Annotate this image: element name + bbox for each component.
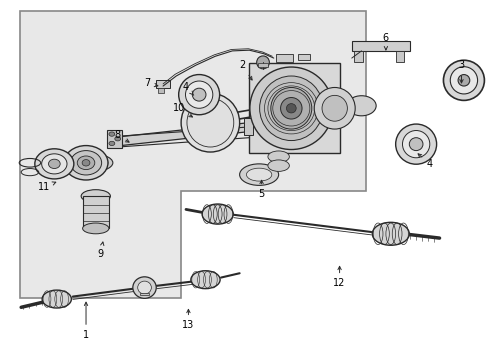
Bar xyxy=(351,41,409,51)
Bar xyxy=(298,54,310,60)
Ellipse shape xyxy=(202,204,233,224)
Bar xyxy=(249,63,339,153)
Text: 7: 7 xyxy=(143,78,158,88)
Ellipse shape xyxy=(192,88,205,101)
Text: 8: 8 xyxy=(114,130,129,142)
Text: 11: 11 xyxy=(38,182,56,192)
Ellipse shape xyxy=(138,281,151,294)
Bar xyxy=(276,54,293,62)
Ellipse shape xyxy=(81,190,110,203)
Ellipse shape xyxy=(249,67,332,149)
Text: 10: 10 xyxy=(172,103,192,117)
Ellipse shape xyxy=(286,104,296,113)
Bar xyxy=(158,88,163,93)
Text: 9: 9 xyxy=(98,242,103,258)
Bar xyxy=(140,293,149,296)
Bar xyxy=(353,51,362,62)
Ellipse shape xyxy=(109,141,115,145)
Polygon shape xyxy=(118,123,249,146)
Ellipse shape xyxy=(64,145,108,180)
Ellipse shape xyxy=(346,96,375,116)
Ellipse shape xyxy=(457,75,469,86)
Ellipse shape xyxy=(259,76,323,140)
Text: 12: 12 xyxy=(333,266,345,288)
Ellipse shape xyxy=(371,222,408,245)
Ellipse shape xyxy=(48,159,60,168)
Ellipse shape xyxy=(449,67,477,94)
Ellipse shape xyxy=(178,75,219,115)
Ellipse shape xyxy=(256,56,269,69)
Ellipse shape xyxy=(70,150,102,175)
Ellipse shape xyxy=(190,271,220,289)
Text: 4: 4 xyxy=(417,154,432,169)
Ellipse shape xyxy=(109,132,115,136)
Text: 2: 2 xyxy=(239,60,251,80)
Bar xyxy=(156,80,170,88)
Text: 1: 1 xyxy=(83,302,89,340)
Text: 6: 6 xyxy=(382,33,388,50)
Ellipse shape xyxy=(82,223,109,234)
Ellipse shape xyxy=(267,160,289,171)
Ellipse shape xyxy=(133,277,156,298)
Ellipse shape xyxy=(280,98,302,119)
Ellipse shape xyxy=(115,136,121,141)
Text: 3: 3 xyxy=(457,60,464,83)
Ellipse shape xyxy=(408,138,422,150)
Ellipse shape xyxy=(443,60,484,100)
Ellipse shape xyxy=(270,87,311,129)
Bar xyxy=(258,63,267,67)
Polygon shape xyxy=(107,130,122,148)
Ellipse shape xyxy=(82,159,90,166)
Polygon shape xyxy=(82,196,109,228)
Ellipse shape xyxy=(41,154,67,174)
Ellipse shape xyxy=(267,151,289,162)
Ellipse shape xyxy=(59,153,113,173)
Polygon shape xyxy=(20,12,366,298)
Text: 13: 13 xyxy=(182,309,194,330)
Ellipse shape xyxy=(314,87,354,129)
Text: 4: 4 xyxy=(183,82,193,95)
Ellipse shape xyxy=(322,95,346,121)
Ellipse shape xyxy=(77,156,95,170)
Bar xyxy=(395,51,404,62)
Ellipse shape xyxy=(402,131,429,158)
Text: 5: 5 xyxy=(258,180,264,199)
Ellipse shape xyxy=(35,149,74,179)
Ellipse shape xyxy=(395,124,436,164)
Ellipse shape xyxy=(239,164,278,185)
Ellipse shape xyxy=(246,168,271,181)
Bar xyxy=(244,118,253,135)
Ellipse shape xyxy=(185,81,212,108)
Ellipse shape xyxy=(181,93,239,152)
Ellipse shape xyxy=(42,290,71,308)
